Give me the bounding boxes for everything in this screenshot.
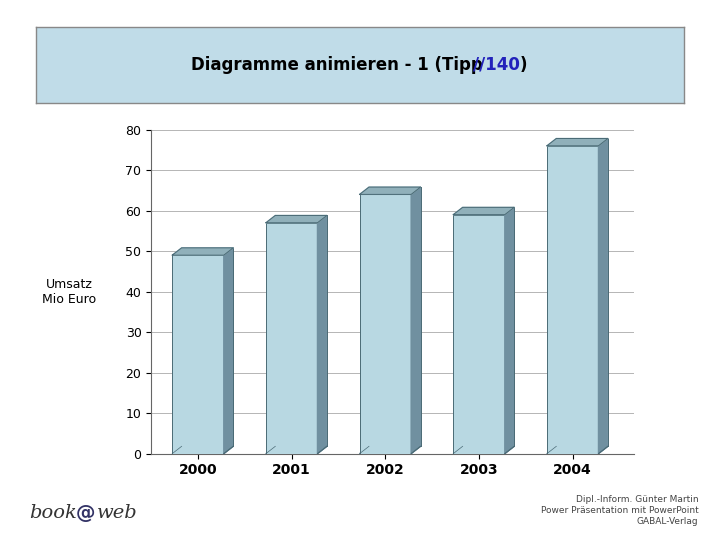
- Polygon shape: [359, 446, 420, 454]
- Polygon shape: [172, 446, 233, 454]
- Text: //140: //140: [473, 56, 520, 74]
- Polygon shape: [454, 446, 514, 454]
- Polygon shape: [172, 248, 233, 255]
- Polygon shape: [359, 187, 420, 194]
- Text: @: @: [76, 503, 95, 523]
- Polygon shape: [411, 187, 420, 454]
- Polygon shape: [318, 215, 327, 454]
- Text: Umsatz
Mio Euro: Umsatz Mio Euro: [42, 278, 96, 306]
- Polygon shape: [598, 138, 608, 454]
- Polygon shape: [547, 138, 608, 146]
- Polygon shape: [224, 248, 233, 454]
- Text: GABAL-Verlag: GABAL-Verlag: [636, 517, 698, 525]
- Text: web: web: [97, 504, 138, 522]
- Polygon shape: [547, 446, 608, 454]
- Text: Diagramme animieren - 1 (Tipp: Diagramme animieren - 1 (Tipp: [191, 56, 488, 74]
- Polygon shape: [505, 207, 514, 454]
- Polygon shape: [266, 215, 327, 222]
- Text: Power Präsentation mit PowerPoint: Power Präsentation mit PowerPoint: [541, 506, 698, 515]
- Bar: [359, 194, 411, 454]
- Text: ): ): [520, 56, 527, 74]
- Text: book: book: [29, 504, 76, 522]
- Polygon shape: [454, 207, 514, 214]
- Bar: [547, 146, 598, 454]
- Polygon shape: [266, 446, 327, 454]
- Text: Dipl.-Inform. Günter Martin: Dipl.-Inform. Günter Martin: [576, 495, 698, 504]
- Bar: [266, 222, 318, 454]
- Bar: [172, 255, 224, 454]
- Bar: [454, 214, 505, 454]
